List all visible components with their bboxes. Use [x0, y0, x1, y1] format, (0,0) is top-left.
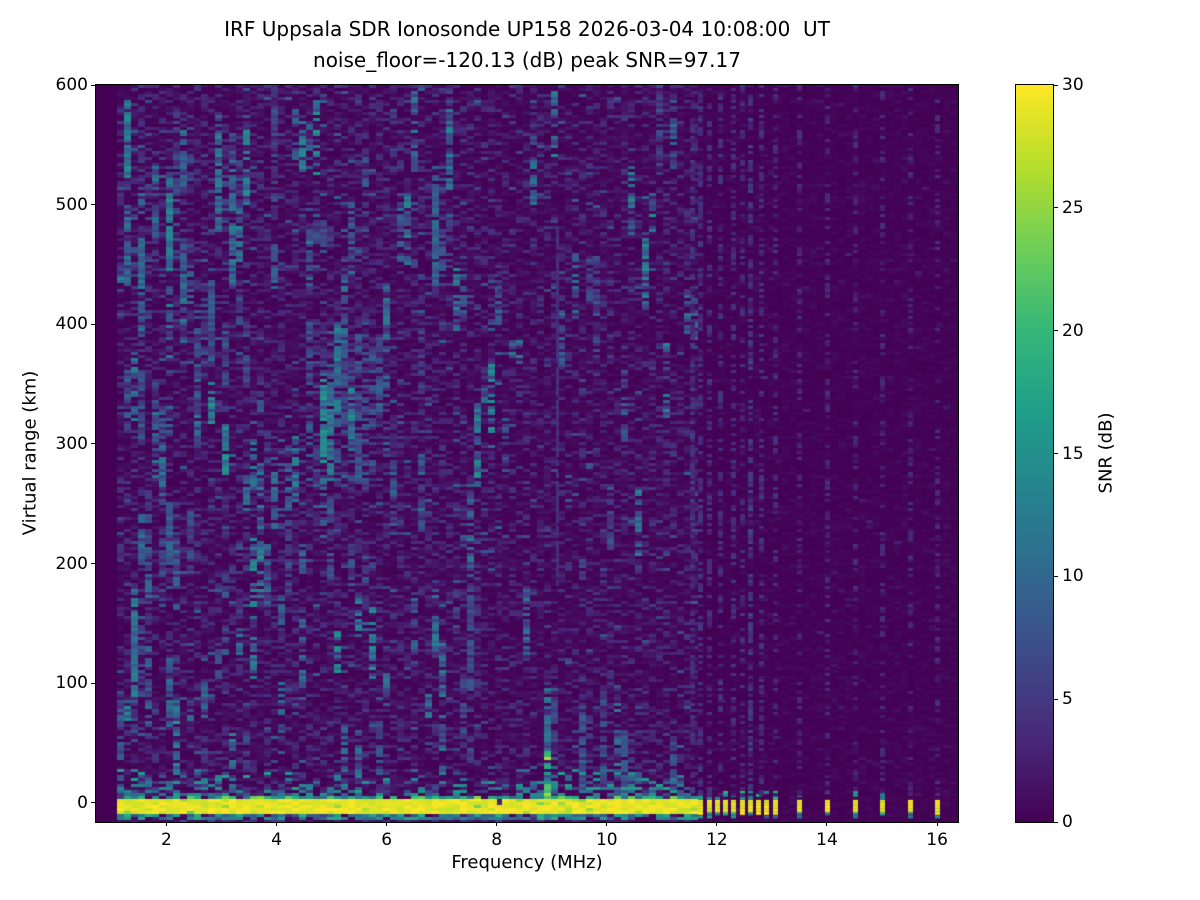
colorbar-tick-mark: [1054, 207, 1058, 209]
y-tick-label: 600: [55, 75, 88, 95]
x-tick-mark: [826, 822, 828, 826]
y-tick-mark: [91, 563, 95, 565]
y-tick-mark: [91, 443, 95, 445]
y-tick-label: 200: [55, 553, 88, 574]
y-tick-mark: [91, 802, 95, 804]
y-tick-mark: [91, 323, 95, 325]
x-tick-mark: [165, 822, 167, 826]
y-tick-mark: [91, 84, 95, 86]
x-tick-label: 8: [491, 830, 503, 850]
colorbar-tick-mark: [1054, 575, 1058, 577]
colorbar-tick-mark: [1054, 453, 1058, 454]
y-tick-mark: [91, 204, 95, 206]
colorbar-label: SNR (dB): [1095, 412, 1117, 494]
colorbar-tick-label: 15: [1062, 443, 1084, 464]
y-tick-label: 0: [77, 792, 88, 813]
y-tick-mark: [91, 682, 95, 684]
x-tick-label: 6: [381, 830, 393, 850]
x-axis-label: Frequency (MHz): [451, 852, 603, 873]
colorbar-tick-label: 30: [1062, 75, 1084, 95]
x-tick-label: 10: [595, 830, 618, 850]
colorbar-tick-label: 5: [1062, 689, 1073, 710]
x-tick-mark: [936, 822, 938, 826]
x-tick-mark: [276, 822, 278, 826]
colorbar-tick-label: 25: [1062, 197, 1084, 218]
colorbar-tick-label: 20: [1062, 320, 1084, 341]
x-tick-label: 14: [816, 830, 838, 850]
x-tick-mark: [386, 822, 388, 826]
y-axis-label: Virtual range (km): [19, 370, 41, 536]
colorbar-tick-mark: [1054, 821, 1058, 823]
colorbar-gradient: [1016, 85, 1053, 822]
colorbar: [1015, 84, 1054, 823]
x-tick-label: 2: [161, 830, 172, 850]
colorbar-tick-mark: [1054, 698, 1058, 700]
x-tick-label: 4: [271, 830, 282, 850]
colorbar-tick-label: 10: [1062, 566, 1084, 587]
x-tick-mark: [716, 822, 718, 826]
y-tick-label: 300: [55, 433, 88, 454]
colorbar-tick-mark: [1054, 330, 1058, 332]
ionogram-heatmap: [96, 85, 958, 822]
y-tick-label: 400: [55, 314, 88, 335]
figure-subtitle: noise_floor=-120.13 (dB) peak SNR=97.17: [313, 48, 741, 72]
x-tick-mark: [496, 822, 498, 826]
x-tick-mark: [606, 822, 608, 826]
y-tick-label: 100: [55, 673, 88, 694]
figure-title: IRF Uppsala SDR Ionosonde UP158 2026-03-…: [224, 17, 830, 41]
x-tick-label: 12: [706, 830, 728, 850]
plot-area: [95, 84, 959, 823]
y-tick-label: 500: [55, 194, 88, 215]
figure-title-block: IRF Uppsala SDR Ionosonde UP158 2026-03-…: [96, 14, 958, 76]
colorbar-tick-label: 0: [1062, 812, 1073, 832]
x-tick-label: 16: [926, 830, 948, 850]
colorbar-tick-mark: [1054, 84, 1058, 86]
